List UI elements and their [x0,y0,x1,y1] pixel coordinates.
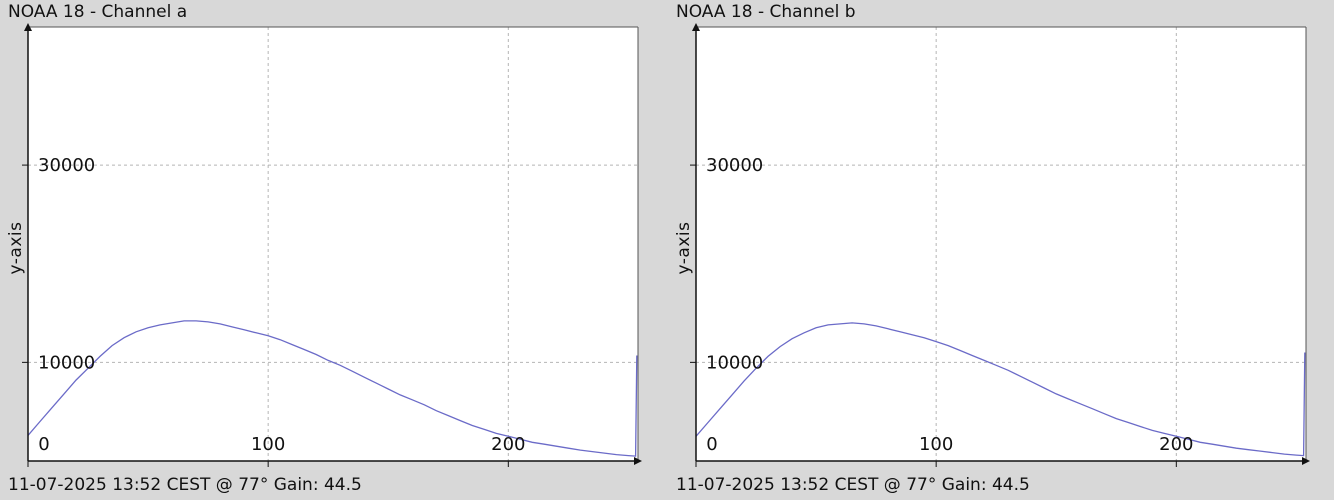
chart-footer: 11-07-2025 13:52 CEST @ 77° Gain: 44.5 [676,475,1030,495]
chart-title: NOAA 18 - Channel b [676,2,856,22]
x-axis-arrow [634,457,642,465]
chart-title: NOAA 18 - Channel a [8,2,188,22]
chart-panel-a: NOAA 18 - Channel a y-axis 0 100 200 10000 3… [0,0,650,500]
y-tick-label: 10000 [706,352,763,373]
y-axis-arrow [24,23,32,31]
x-tick-label: 100 [251,434,285,455]
plot-background [28,27,638,461]
x-tick-label: 0 [38,434,49,455]
plot-area: 0 100 200 10000 30000 [690,23,1310,467]
y-tick-label: 30000 [38,155,95,176]
x-tick-label: 0 [706,434,717,455]
x-tick-label: 100 [919,434,953,455]
series-line [27,320,638,457]
plot-area: 0 100 200 10000 30000 [22,23,642,467]
y-axis-arrow [692,23,700,31]
x-tick-label: 200 [491,434,525,455]
x-tick-label: 200 [1159,434,1193,455]
plot-background [696,27,1306,461]
chart-footer: 11-07-2025 13:52 CEST @ 77° Gain: 44.5 [8,475,362,495]
y-tick-label: 30000 [706,155,763,176]
x-axis-arrow [1302,457,1310,465]
y-tick-label: 10000 [38,352,95,373]
chart-panel-b: NOAA 18 - Channel b y-axis 0 100 200 10000 3… [668,0,1318,500]
series-line [695,322,1306,457]
